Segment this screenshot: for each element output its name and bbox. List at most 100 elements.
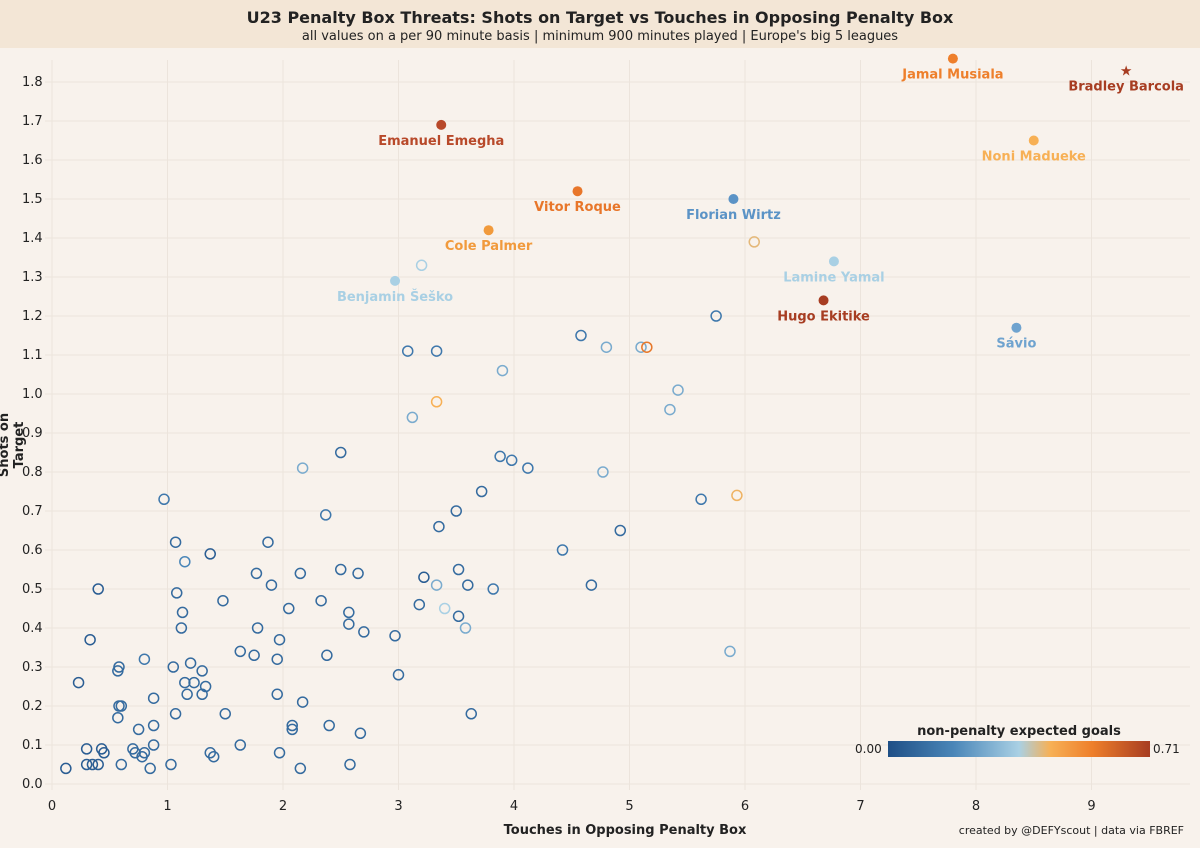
- data-point: [196, 688, 208, 701]
- data-point: [273, 747, 286, 759]
- data-point: [147, 739, 160, 751]
- highlighted-point: [1028, 135, 1039, 146]
- legend-title: non-penalty expected goals: [917, 724, 1121, 739]
- player-label: Sávio: [996, 337, 1036, 352]
- x-tick-label: 3: [394, 799, 402, 814]
- data-point: [250, 567, 263, 580]
- data-point: [335, 563, 347, 576]
- highlighted-point: [728, 194, 739, 204]
- player-label: Florian Wirtz: [686, 208, 781, 223]
- y-tick-label: 1.6: [22, 153, 43, 168]
- y-tick-label: 1.1: [22, 348, 43, 363]
- y-tick-label: 1.8: [22, 75, 43, 90]
- data-point: [494, 450, 506, 463]
- y-tick-label: 0.4: [22, 621, 43, 636]
- data-point: [80, 758, 93, 771]
- data-point: [271, 653, 283, 665]
- data-point: [462, 579, 474, 591]
- data-point: [358, 626, 370, 638]
- data-point: [136, 750, 148, 763]
- highlighted-point: [436, 119, 447, 130]
- x-tick-label: 8: [972, 799, 980, 814]
- data-point: [273, 633, 286, 646]
- data-point: [343, 606, 355, 619]
- data-point: [132, 723, 145, 736]
- data-point: [158, 493, 170, 506]
- data-point: [600, 341, 613, 353]
- chart-title: U23 Penalty Box Threats: Shots on Target…: [246, 8, 954, 27]
- x-tick-label: 1: [163, 799, 171, 814]
- highlighted-point: [1011, 322, 1022, 333]
- data-point: [262, 536, 274, 548]
- player-label: Vitor Roque: [534, 200, 621, 215]
- data-point: [487, 583, 499, 595]
- x-tick-label: 2: [279, 799, 287, 814]
- player-label: Bradley Barcola: [1068, 79, 1184, 94]
- x-tick-label: 4: [510, 799, 518, 814]
- data-point: [614, 524, 627, 537]
- y-tick-label: 1.0: [22, 387, 43, 402]
- data-point: [286, 723, 298, 736]
- data-point: [438, 602, 451, 615]
- y-tick-label: 0.5: [22, 582, 43, 597]
- y-tick-label: 1.5: [22, 192, 43, 207]
- player-label: Benjamin Šeško: [337, 289, 453, 305]
- player-label: Lamine Yamal: [783, 270, 884, 285]
- data-point: [748, 236, 760, 248]
- legend-colorbar: [888, 741, 1150, 757]
- player-label: Hugo Ekitike: [777, 309, 870, 324]
- data-point: [695, 493, 707, 506]
- data-point: [323, 719, 335, 732]
- data-point: [169, 708, 182, 720]
- data-point: [450, 505, 462, 517]
- player-label: Noni Madueke: [982, 150, 1086, 165]
- player-label: Cole Palmer: [445, 239, 533, 254]
- data-point: [433, 520, 445, 533]
- y-tick-label: 1.4: [22, 231, 43, 246]
- data-point: [204, 747, 216, 759]
- x-tick-label: 7: [856, 799, 864, 814]
- legend-min-label: 0.00: [855, 742, 882, 756]
- player-label: Emanuel Emegha: [378, 134, 504, 149]
- data-point: [86, 758, 99, 771]
- y-tick-label: 0.3: [22, 660, 43, 675]
- data-point: [430, 579, 443, 591]
- y-tick-label: 0.8: [22, 465, 43, 480]
- highlighted-point: [572, 186, 583, 197]
- data-point: [92, 583, 104, 595]
- y-tick-label: 1.7: [22, 114, 43, 129]
- data-point: [234, 739, 247, 751]
- data-point: [294, 567, 307, 580]
- highlighted-point: [390, 275, 401, 286]
- data-point: [354, 727, 367, 740]
- y-tick-label: 0.9: [22, 426, 43, 441]
- data-point: [319, 509, 332, 521]
- data-point: [556, 544, 569, 556]
- data-point: [112, 711, 124, 724]
- data-point: [496, 364, 509, 377]
- data-point: [465, 708, 478, 720]
- data-point: [296, 696, 309, 708]
- data-point: [184, 657, 197, 669]
- y-tick-label: 0.0: [22, 777, 43, 792]
- data-point: [452, 610, 465, 623]
- data-point: [179, 555, 191, 568]
- data-point: [635, 341, 647, 353]
- data-point: [286, 719, 298, 732]
- data-point: [251, 622, 264, 634]
- chart-subtitle: all values on a per 90 minute basis | mi…: [301, 29, 899, 44]
- data-point: [165, 758, 177, 771]
- x-axis-label: Touches in Opposing Penalty Box: [503, 823, 747, 838]
- data-point: [60, 762, 72, 775]
- title-banner: [0, 0, 1200, 48]
- legend-max-label: 0.71: [1153, 742, 1180, 756]
- data-point: [188, 676, 200, 689]
- data-point: [147, 692, 160, 704]
- data-point: [283, 602, 295, 615]
- data-point: [265, 579, 278, 591]
- data-point: [389, 630, 401, 642]
- data-point: [115, 700, 128, 712]
- data-point: [234, 645, 247, 658]
- data-point: [724, 645, 736, 658]
- data-point: [430, 396, 443, 408]
